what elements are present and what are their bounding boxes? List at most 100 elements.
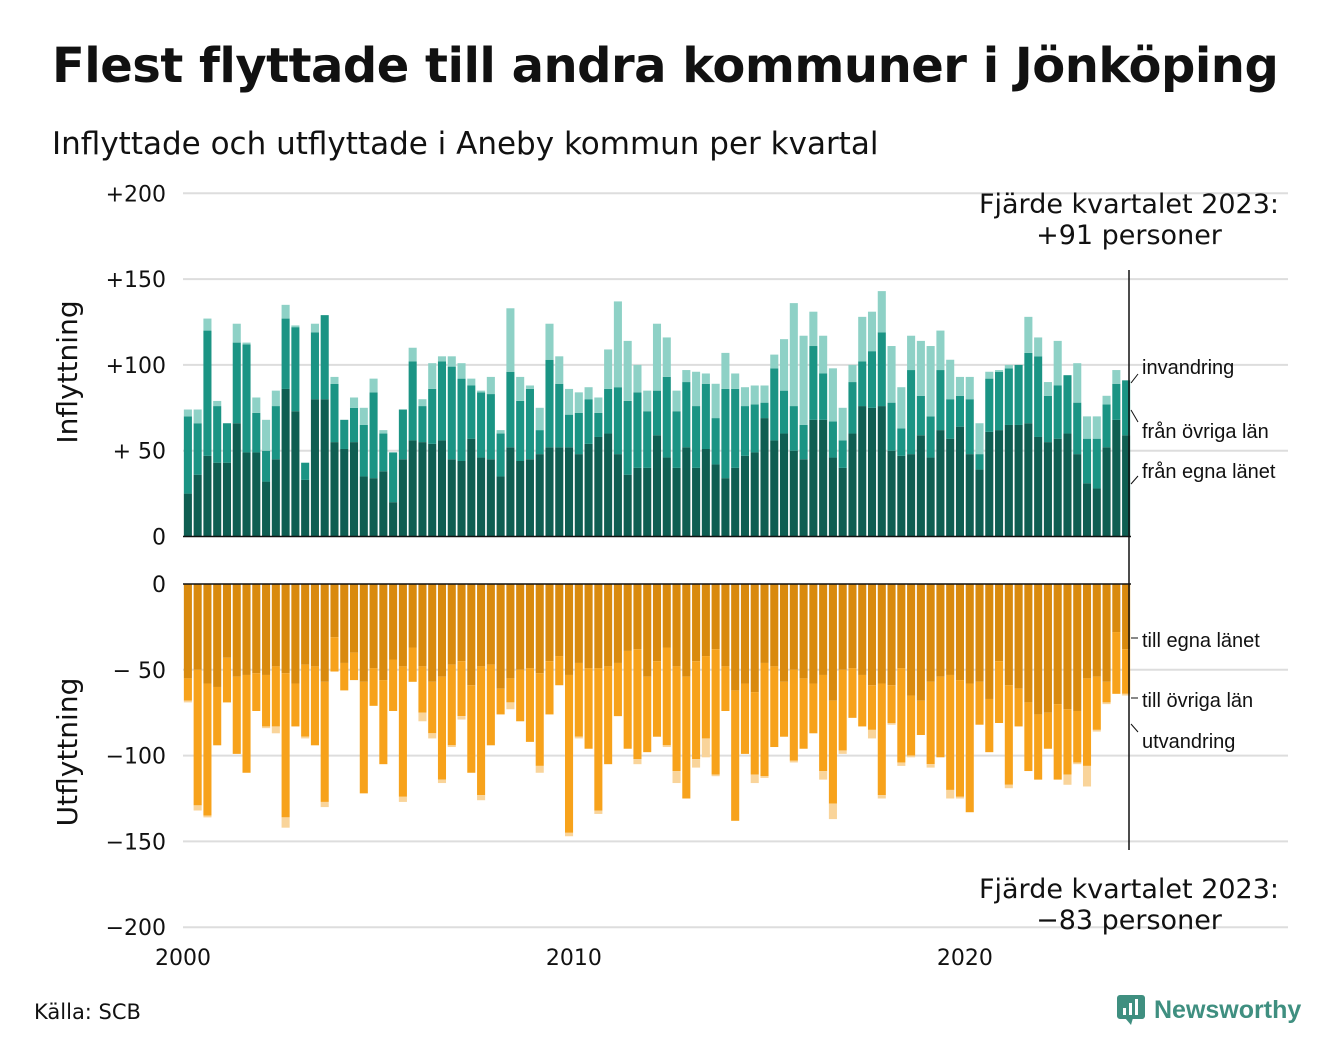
bar-utflyttning-0 <box>1014 584 1023 689</box>
bar-inflyttning-0 <box>242 452 251 537</box>
bar-inflyttning-2 <box>916 340 925 396</box>
chart-subtitle: Inflyttade och utflyttade i Aneby kommun… <box>52 126 879 162</box>
bar-inflyttning-2 <box>975 423 984 455</box>
bar-utflyttning-1 <box>213 686 222 746</box>
bar-utflyttning-2 <box>418 712 427 722</box>
bar-utflyttning-0 <box>428 584 437 682</box>
bar-utflyttning-2 <box>897 762 906 766</box>
bar-inflyttning-0 <box>477 457 486 537</box>
bar-inflyttning-0 <box>613 454 622 537</box>
bar-inflyttning-1 <box>1122 380 1131 436</box>
bar-inflyttning-2 <box>516 376 525 401</box>
bar-inflyttning-2 <box>848 364 857 383</box>
bar-inflyttning-1 <box>525 388 534 460</box>
bar-inflyttning-1 <box>486 394 495 460</box>
bar-inflyttning-2 <box>291 325 300 328</box>
series-label-invandring: invandring <box>1142 357 1234 379</box>
bar-inflyttning-2 <box>1112 370 1121 384</box>
bar-utflyttning-1 <box>789 669 798 761</box>
bar-utflyttning-1 <box>183 678 192 701</box>
bar-utflyttning-2 <box>819 771 828 780</box>
bar-utflyttning-0 <box>242 584 251 675</box>
bar-inflyttning-2 <box>887 346 896 403</box>
bar-inflyttning-1 <box>222 423 232 463</box>
bar-inflyttning-0 <box>359 476 368 537</box>
bar-inflyttning-0 <box>1043 442 1052 537</box>
bar-inflyttning-2 <box>428 363 437 389</box>
bar-inflyttning-2 <box>897 387 906 429</box>
bar-utflyttning-0 <box>584 584 593 669</box>
bar-utflyttning-1 <box>437 676 447 780</box>
bar-inflyttning-0 <box>232 423 241 537</box>
bar-inflyttning-1 <box>623 400 632 475</box>
bar-inflyttning-1 <box>565 414 574 448</box>
bar-inflyttning-1 <box>477 392 486 458</box>
bar-utflyttning-1 <box>1024 702 1033 772</box>
bar-inflyttning-1 <box>799 424 808 460</box>
bar-utflyttning-0 <box>1034 584 1043 715</box>
bar-utflyttning-1 <box>819 674 828 772</box>
bar-inflyttning-1 <box>545 359 554 448</box>
bar-inflyttning-0 <box>418 442 427 537</box>
bar-utflyttning-1 <box>1122 649 1131 694</box>
bar-inflyttning-1 <box>916 395 925 436</box>
bar-utflyttning-0 <box>1073 584 1082 711</box>
bar-inflyttning-1 <box>252 412 261 453</box>
bar-inflyttning-0 <box>1092 488 1101 537</box>
bar-inflyttning-1 <box>1102 404 1111 448</box>
bar-inflyttning-0 <box>633 467 642 537</box>
bar-utflyttning-0 <box>682 584 691 677</box>
bar-inflyttning-0 <box>271 459 280 537</box>
bar-inflyttning-0 <box>467 438 476 537</box>
bar-utflyttning-2 <box>692 759 701 768</box>
migration-chart: 0 + 50 +100 +150 +200 0 − 50 −100 −150 −200 2000 20… <box>51 182 1288 971</box>
bar-inflyttning-2 <box>496 430 505 434</box>
bar-utflyttning-1 <box>545 661 554 715</box>
bar-inflyttning-1 <box>379 433 388 472</box>
newsworthy-logo[interactable]: Newsworthy <box>1116 994 1301 1026</box>
bar-utflyttning-0 <box>926 584 935 682</box>
bar-inflyttning-2 <box>613 301 622 388</box>
y-tick-label-bottom: −200 <box>106 916 166 941</box>
y-tick-label-top: + 50 <box>113 440 166 465</box>
bar-utflyttning-0 <box>291 584 300 684</box>
bar-utflyttning-1 <box>232 676 241 754</box>
bar-inflyttning-1 <box>213 406 222 463</box>
bar-utflyttning-1 <box>623 650 632 749</box>
bar-utflyttning-1 <box>1073 710 1082 763</box>
bar-inflyttning-1 <box>535 430 544 455</box>
bar-utflyttning-0 <box>633 584 642 650</box>
bar-utflyttning-1 <box>516 669 525 722</box>
bar-utflyttning-2 <box>1063 774 1072 785</box>
bar-utflyttning-2 <box>506 702 515 710</box>
bar-inflyttning-2 <box>760 385 769 403</box>
bar-utflyttning-1 <box>770 666 779 748</box>
x-tick-label: 2020 <box>937 946 993 971</box>
bar-inflyttning-0 <box>643 467 652 537</box>
bar-inflyttning-0 <box>447 459 456 537</box>
bar-inflyttning-2 <box>486 376 495 395</box>
bar-inflyttning-0 <box>252 452 261 537</box>
bar-inflyttning-1 <box>613 387 622 455</box>
bar-utflyttning-1 <box>799 678 808 749</box>
bar-utflyttning-2 <box>271 726 280 734</box>
bar-utflyttning-1 <box>574 662 583 737</box>
bar-utflyttning-2 <box>887 723 896 725</box>
bar-inflyttning-1 <box>652 390 662 436</box>
bar-utflyttning-0 <box>310 584 319 667</box>
bar-inflyttning-2 <box>281 304 290 319</box>
bar-utflyttning-1 <box>965 683 974 813</box>
bar-utflyttning-2 <box>867 729 877 739</box>
bar-utflyttning-0 <box>750 584 759 693</box>
bar-inflyttning-2 <box>594 397 603 413</box>
bar-utflyttning-1 <box>310 666 319 746</box>
series-labels: invandring från övriga län från egna län… <box>1130 357 1276 753</box>
bar-inflyttning-2 <box>1053 340 1062 386</box>
bar-inflyttning-1 <box>193 423 202 475</box>
bar-inflyttning-2 <box>828 368 837 422</box>
bar-inflyttning-2 <box>555 356 564 384</box>
bar-inflyttning-1 <box>320 315 329 400</box>
bar-utflyttning-1 <box>682 676 691 799</box>
bar-utflyttning-1 <box>555 656 564 686</box>
bar-inflyttning-0 <box>916 435 925 537</box>
